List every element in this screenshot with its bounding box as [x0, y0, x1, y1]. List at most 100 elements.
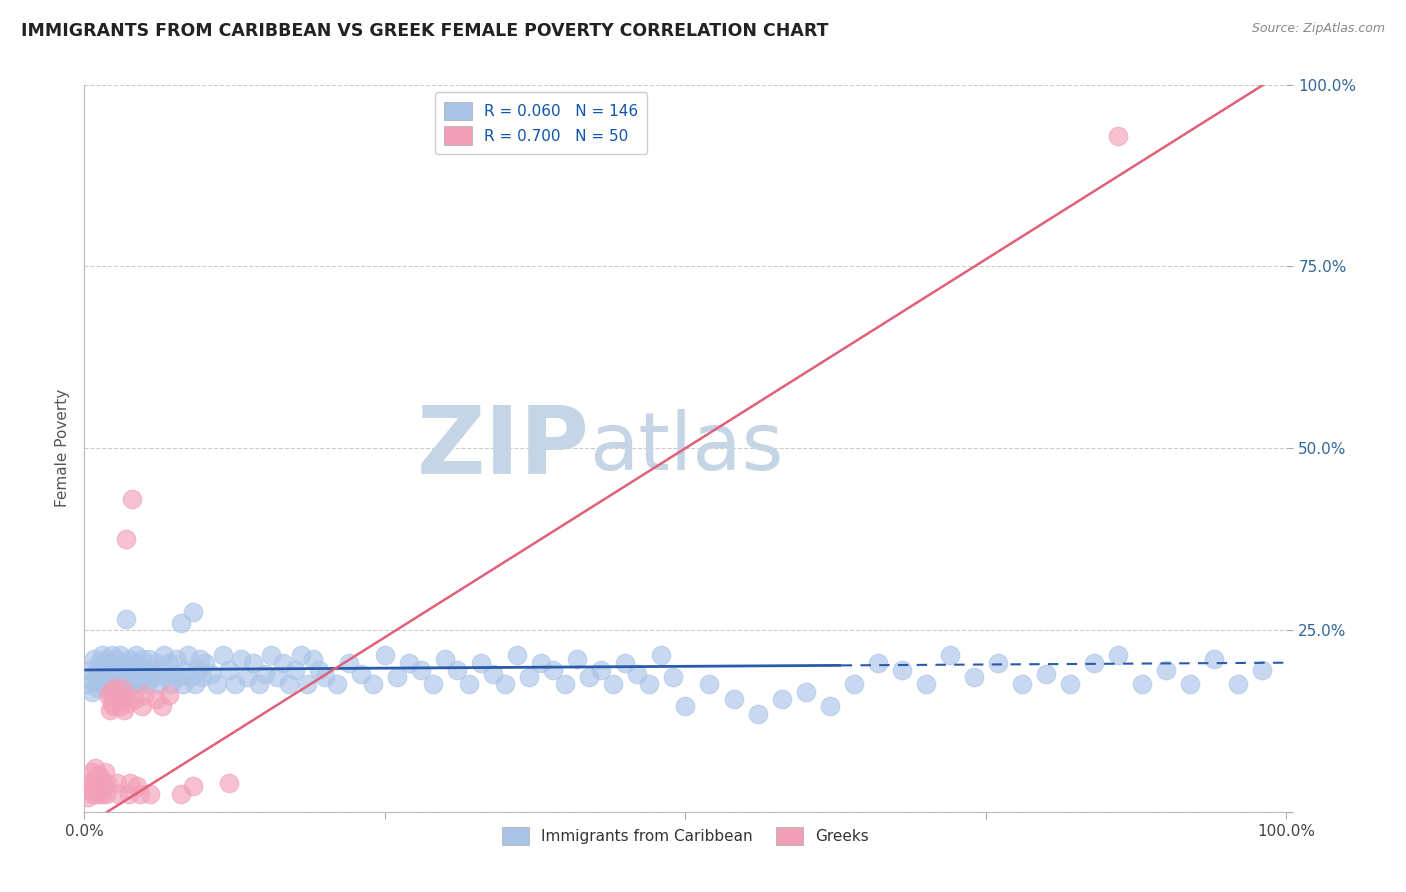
Point	[118, 775, 141, 789]
Text: Source: ZipAtlas.com: Source: ZipAtlas.com	[1251, 22, 1385, 36]
Point	[301, 652, 323, 666]
Point	[174, 663, 197, 677]
Point	[434, 652, 457, 666]
Point	[79, 783, 101, 797]
Point	[361, 677, 384, 691]
Point	[111, 666, 134, 681]
Point	[94, 677, 117, 691]
Point	[517, 670, 540, 684]
Point	[1130, 677, 1153, 691]
Point	[127, 656, 149, 670]
Point	[184, 677, 207, 691]
Point	[494, 677, 516, 691]
Point	[131, 699, 153, 714]
Point	[218, 775, 240, 789]
Point	[506, 648, 529, 663]
Point	[89, 783, 111, 797]
Point	[218, 663, 240, 677]
Point	[638, 677, 661, 691]
Point	[111, 681, 134, 695]
Point	[107, 677, 129, 691]
Point	[91, 648, 114, 663]
Point	[162, 666, 184, 681]
Point	[699, 677, 721, 691]
Point	[127, 779, 149, 793]
Point	[97, 689, 120, 703]
Point	[1107, 128, 1129, 143]
Point	[422, 677, 444, 691]
Point	[80, 764, 103, 779]
Point	[1107, 648, 1129, 663]
Point	[115, 612, 138, 626]
Point	[100, 685, 122, 699]
Point	[93, 779, 115, 793]
Point	[541, 663, 564, 677]
Point	[385, 670, 408, 684]
Text: IMMIGRANTS FROM CARIBBEAN VS GREEK FEMALE POVERTY CORRELATION CHART: IMMIGRANTS FROM CARIBBEAN VS GREEK FEMAL…	[21, 22, 828, 40]
Point	[121, 656, 143, 670]
Point	[186, 663, 208, 677]
Point	[987, 656, 1010, 670]
Point	[530, 656, 553, 670]
Point	[96, 663, 118, 677]
Point	[127, 673, 149, 688]
Y-axis label: Female Poverty: Female Poverty	[55, 389, 70, 508]
Point	[160, 677, 183, 691]
Point	[1059, 677, 1081, 691]
Point	[155, 670, 177, 684]
Point	[134, 663, 156, 677]
Point	[98, 685, 121, 699]
Point	[84, 761, 107, 775]
Point	[1035, 666, 1057, 681]
Point	[1011, 677, 1033, 691]
Point	[97, 670, 120, 684]
Point	[124, 692, 146, 706]
Point	[554, 677, 576, 691]
Point	[111, 656, 134, 670]
Point	[112, 673, 135, 688]
Point	[148, 677, 170, 691]
Point	[591, 663, 613, 677]
Point	[235, 670, 257, 684]
Point	[77, 775, 100, 789]
Point	[138, 652, 160, 666]
Point	[290, 648, 312, 663]
Point	[132, 670, 155, 684]
Point	[77, 677, 100, 691]
Point	[117, 677, 139, 691]
Point	[205, 677, 228, 691]
Point	[90, 663, 112, 677]
Point	[167, 670, 190, 684]
Point	[110, 699, 132, 714]
Point	[277, 677, 299, 691]
Point	[747, 706, 769, 721]
Point	[90, 772, 112, 786]
Point	[150, 663, 173, 677]
Point	[131, 652, 153, 666]
Point	[350, 666, 373, 681]
Point	[118, 787, 141, 801]
Point	[165, 652, 187, 666]
Point	[94, 787, 117, 801]
Point	[253, 666, 276, 681]
Point	[260, 648, 283, 663]
Point	[129, 677, 152, 691]
Point	[94, 652, 117, 666]
Point	[93, 666, 115, 681]
Point	[82, 787, 104, 801]
Point	[77, 790, 100, 805]
Point	[188, 652, 211, 666]
Point	[105, 775, 128, 789]
Point	[110, 648, 132, 663]
Text: ZIP: ZIP	[416, 402, 589, 494]
Point	[157, 656, 180, 670]
Point	[135, 677, 157, 691]
Point	[723, 692, 745, 706]
Point	[181, 605, 204, 619]
Point	[139, 787, 162, 801]
Point	[326, 677, 349, 691]
Point	[866, 656, 889, 670]
Point	[86, 681, 108, 695]
Point	[172, 677, 194, 691]
Point	[229, 652, 252, 666]
